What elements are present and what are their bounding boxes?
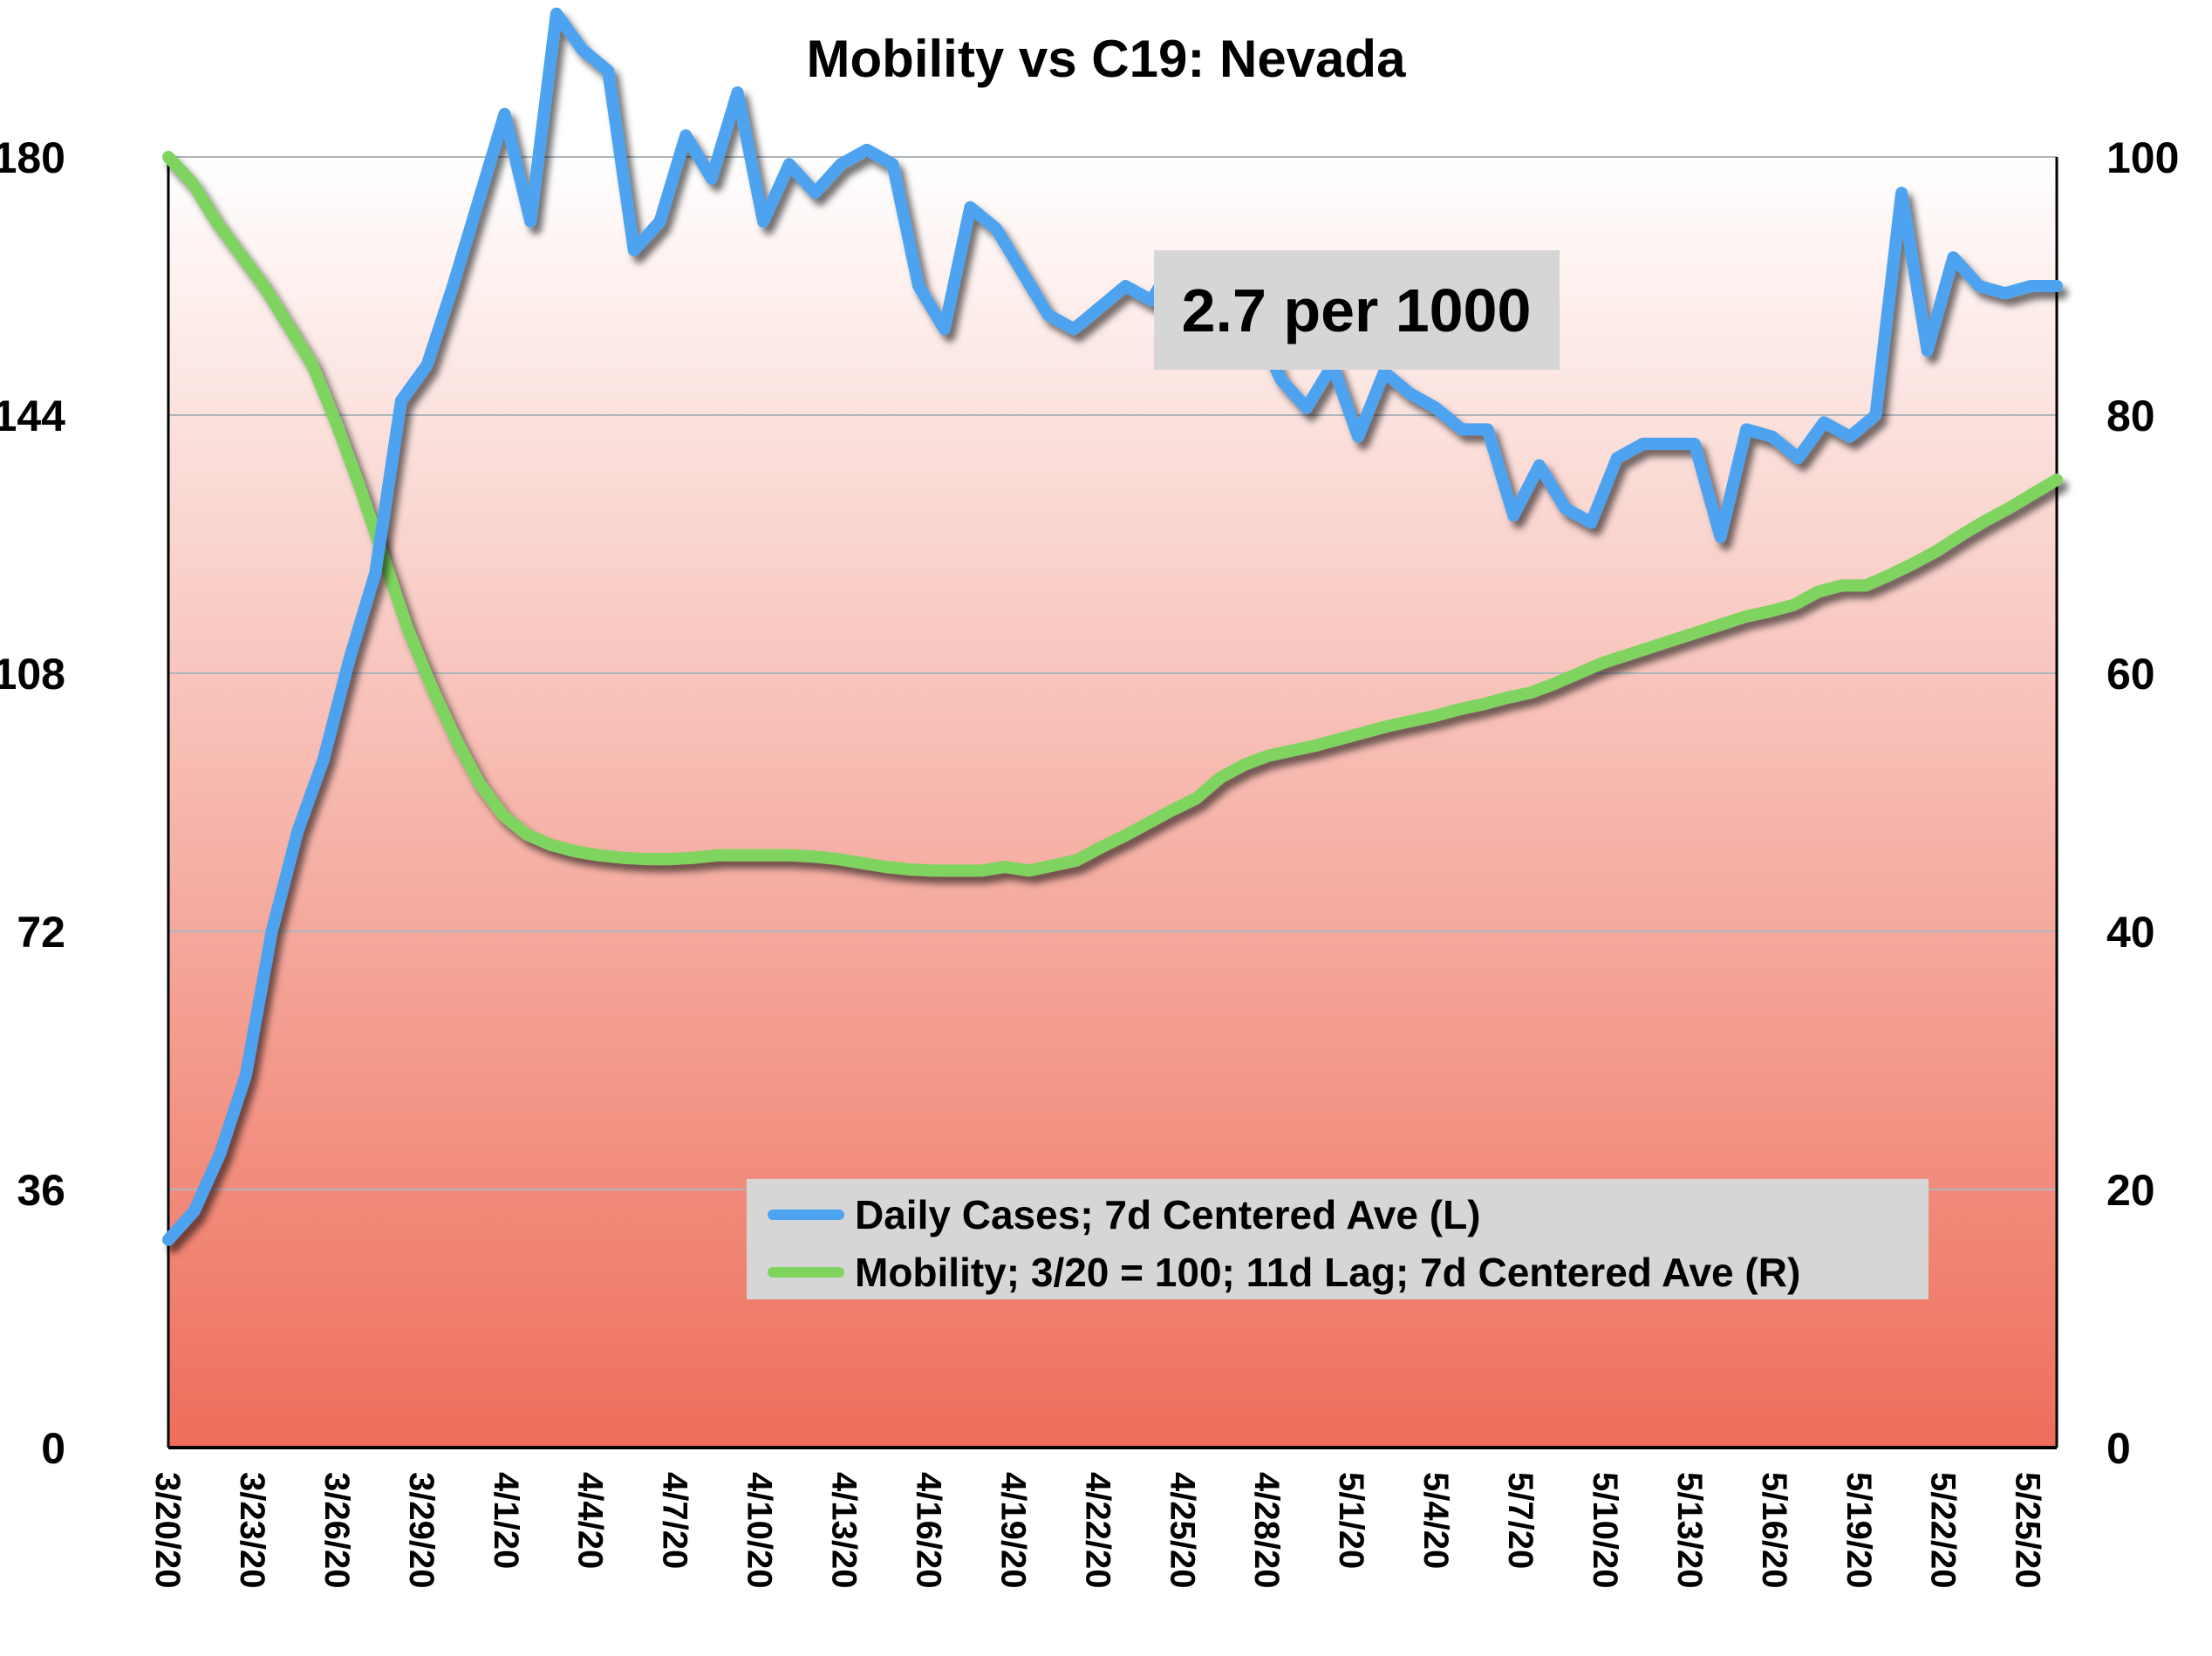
x-tick-label: 4/10/20 (741, 1472, 779, 1588)
right-tick-label: 40 (2106, 908, 2155, 957)
x-tick-label: 4/25/20 (1163, 1472, 1201, 1588)
right-tick-label: 60 (2106, 650, 2155, 699)
x-tick-label: 5/16/20 (1755, 1472, 1793, 1588)
x-axis-ticks: 3/20/20 3/23/20 3/26/20 3/29/20 4/1/20 4/4/20… (148, 1472, 2047, 1588)
x-tick-label: 4/19/20 (993, 1472, 1032, 1588)
x-tick-label: 5/7/20 (1501, 1472, 1540, 1569)
x-tick-label: 4/7/20 (656, 1472, 694, 1569)
left-axis-ticks: 0 36 72 108 144 180 (0, 133, 65, 1473)
left-tick-label: 36 (17, 1166, 65, 1215)
x-tick-label: 5/4/20 (1417, 1472, 1455, 1569)
legend-label-cases: Daily Cases; 7d Centered Ave (L) (855, 1192, 1481, 1237)
annotation-box: 2.7 per 1000 (1154, 250, 1560, 370)
x-tick-label: 3/23/20 (233, 1472, 271, 1588)
series-line-cases (162, 7, 2063, 1246)
legend: Daily Cases; 7d Centered Ave (L) Mobilit… (747, 1179, 1929, 1299)
chart-title: Mobility vs C19: Nevada (807, 30, 1407, 88)
series-layer (162, 7, 2063, 1246)
x-tick-label: 5/22/20 (1924, 1472, 1963, 1588)
left-tick-label: 144 (0, 392, 65, 440)
x-tick-label: 5/10/20 (1586, 1472, 1624, 1588)
legend-label-mobility: Mobility; 3/20 = 100; 11d Lag; 7d Center… (855, 1250, 1800, 1295)
x-tick-label: 3/29/20 (402, 1472, 440, 1588)
x-tick-label: 5/19/20 (1840, 1472, 1878, 1588)
legend-background (747, 1179, 1929, 1299)
right-tick-label: 100 (2106, 133, 2179, 182)
annotation-text: 2.7 per 1000 (1182, 276, 1532, 344)
left-tick-label: 0 (41, 1424, 65, 1473)
x-tick-label: 4/22/20 (1078, 1472, 1116, 1588)
x-tick-label: 4/28/20 (1247, 1472, 1286, 1588)
x-tick-label: 5/1/20 (1332, 1472, 1370, 1569)
left-tick-label: 180 (0, 133, 65, 182)
x-tick-label: 5/13/20 (1670, 1472, 1709, 1588)
right-tick-label: 20 (2106, 1166, 2155, 1215)
x-tick-label: 3/20/20 (148, 1472, 187, 1588)
annotation-background (1154, 250, 1560, 370)
x-tick-label: 5/25/20 (2009, 1472, 2047, 1588)
right-axis-ticks: 0 20 40 60 80 100 (2106, 133, 2179, 1473)
x-tick-label: 3/26/20 (317, 1472, 356, 1588)
left-tick-label: 108 (0, 650, 65, 699)
x-tick-label: 4/4/20 (571, 1472, 610, 1569)
left-tick-label: 72 (17, 908, 65, 957)
series-line-mobility (162, 151, 2063, 877)
x-tick-label: 4/1/20 (487, 1472, 525, 1569)
right-tick-label: 0 (2106, 1424, 2131, 1473)
right-tick-label: 80 (2106, 392, 2155, 440)
x-tick-label: 4/13/20 (825, 1472, 864, 1588)
x-tick-label: 4/16/20 (909, 1472, 947, 1588)
